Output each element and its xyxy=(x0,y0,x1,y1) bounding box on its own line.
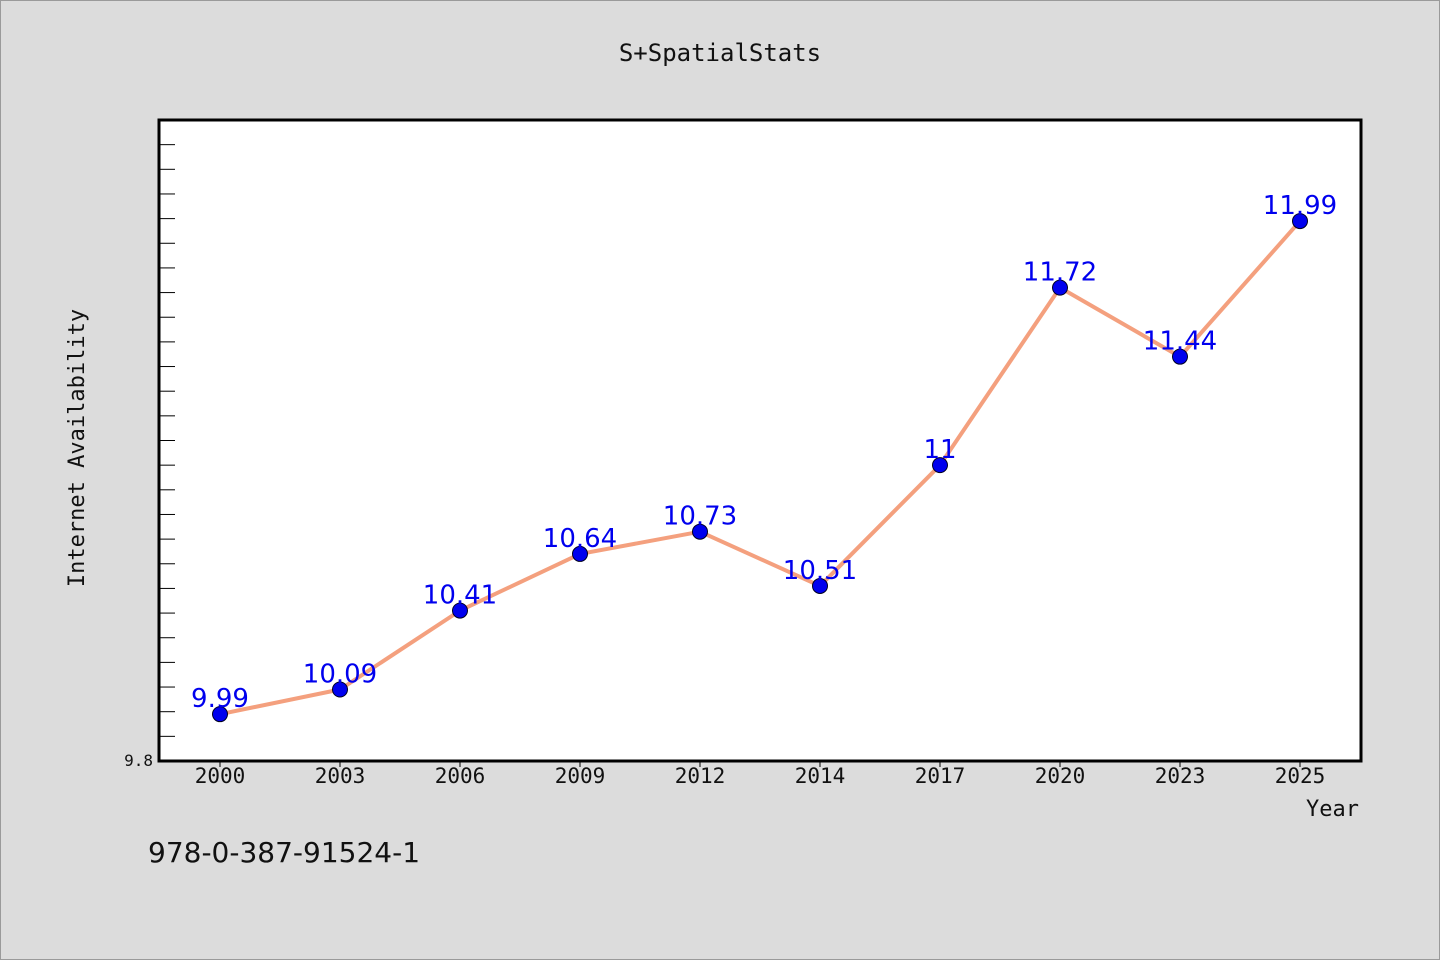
data-point xyxy=(692,523,708,540)
x-tick-label: 2020 xyxy=(1035,764,1086,788)
data-point xyxy=(812,577,828,594)
y-axis-label: Internet Availability xyxy=(65,309,90,587)
data-label: 10.41 xyxy=(423,581,497,611)
y-axis-ticks: 9.8 xyxy=(124,144,175,770)
x-tick-label: 2006 xyxy=(435,764,486,788)
data-label: 11 xyxy=(923,435,956,465)
x-tick-label: 2017 xyxy=(915,764,966,788)
plot-area xyxy=(157,118,1363,763)
data-point xyxy=(1172,348,1188,365)
data-label: 10.51 xyxy=(783,556,857,586)
chart-title: S+SpatialStats xyxy=(619,39,821,67)
series-layer: 9.99 10.09 10.41 10.64 10.73 10.51 11 11.72 11.4… xyxy=(191,191,1337,723)
data-label: 11.72 xyxy=(1023,258,1097,288)
series-line xyxy=(218,219,1302,717)
data-point xyxy=(1292,213,1308,230)
data-label: 10.09 xyxy=(303,660,377,690)
data-point xyxy=(212,706,228,723)
data-label: 10.64 xyxy=(543,524,617,554)
x-axis-label: Year xyxy=(1306,797,1359,822)
data-point xyxy=(332,681,348,698)
data-label: 9.99 xyxy=(191,684,249,714)
x-axis-ticks: 2000 2003 2006 2009 2012 2014 2017 2020 2023 2025 xyxy=(195,761,1326,788)
x-tick-label: 2000 xyxy=(195,764,246,788)
x-tick-label: 2025 xyxy=(1275,764,1326,788)
x-tick-label: 2014 xyxy=(795,764,846,788)
data-point xyxy=(452,602,468,619)
data-label: 11.99 xyxy=(1263,191,1337,221)
data-label: 11.44 xyxy=(1143,327,1217,357)
data-point xyxy=(1052,279,1068,296)
data-label: 10.73 xyxy=(663,502,737,532)
x-tick-label: 2023 xyxy=(1155,764,1206,788)
data-point xyxy=(572,545,588,562)
y-tick-label: 9.8 xyxy=(124,751,153,770)
x-tick-label: 2003 xyxy=(315,764,366,788)
x-tick-label: 2009 xyxy=(555,764,606,788)
x-tick-label: 2012 xyxy=(675,764,726,788)
data-point xyxy=(932,457,948,474)
footer-id: 978-0-387-91524-1 xyxy=(148,836,420,869)
